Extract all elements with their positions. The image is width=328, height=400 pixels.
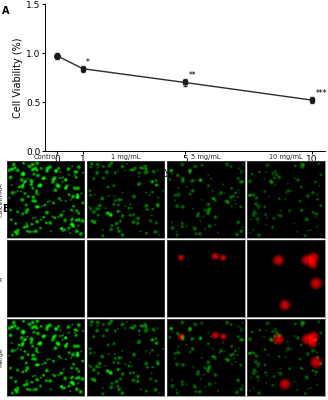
Text: ***: *** [316,89,327,98]
Y-axis label: PI: PI [0,276,4,281]
Text: *: * [86,58,90,67]
Text: **: ** [189,71,196,80]
Y-axis label: Cell Viability (%): Cell Viability (%) [13,37,23,118]
X-axis label: 11S glycinin(mg/mL): 11S glycinin(mg/mL) [134,167,235,177]
Text: A: A [2,6,9,16]
Y-axis label: Calcein-AM: Calcein-AM [0,182,4,216]
Text: B: B [2,204,9,214]
Title: 1 mg/mL: 1 mg/mL [111,154,140,160]
Title: 10 mg/mL: 10 mg/mL [269,154,303,160]
Y-axis label: Merge: Merge [0,348,4,367]
Title: 5 mg/mL: 5 mg/mL [191,154,220,160]
Title: Control: Control [33,154,58,160]
